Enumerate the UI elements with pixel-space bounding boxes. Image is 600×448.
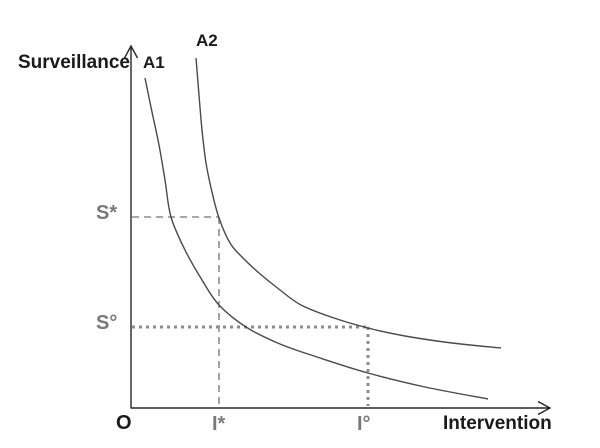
indifference-curve-a2 xyxy=(195,57,502,349)
guide-lines-group xyxy=(132,216,370,406)
x-axis-label: Intervention xyxy=(443,413,552,434)
y-axis-arrow-icon xyxy=(123,44,139,59)
origin-label: O xyxy=(116,412,132,434)
x-axis-arrow-icon xyxy=(537,400,552,416)
indifference-curve-a1 xyxy=(144,77,489,400)
y-axis-label: Surveillance xyxy=(18,52,130,73)
curve-label-a1: A1 xyxy=(143,53,165,72)
curves-group xyxy=(144,57,502,400)
s-star-label: S* xyxy=(96,202,118,224)
i-degree-label: I° xyxy=(357,413,371,435)
i-star-label: I* xyxy=(212,413,226,435)
s-degree-label: S° xyxy=(96,312,118,334)
curve-label-a2: A2 xyxy=(196,31,218,50)
